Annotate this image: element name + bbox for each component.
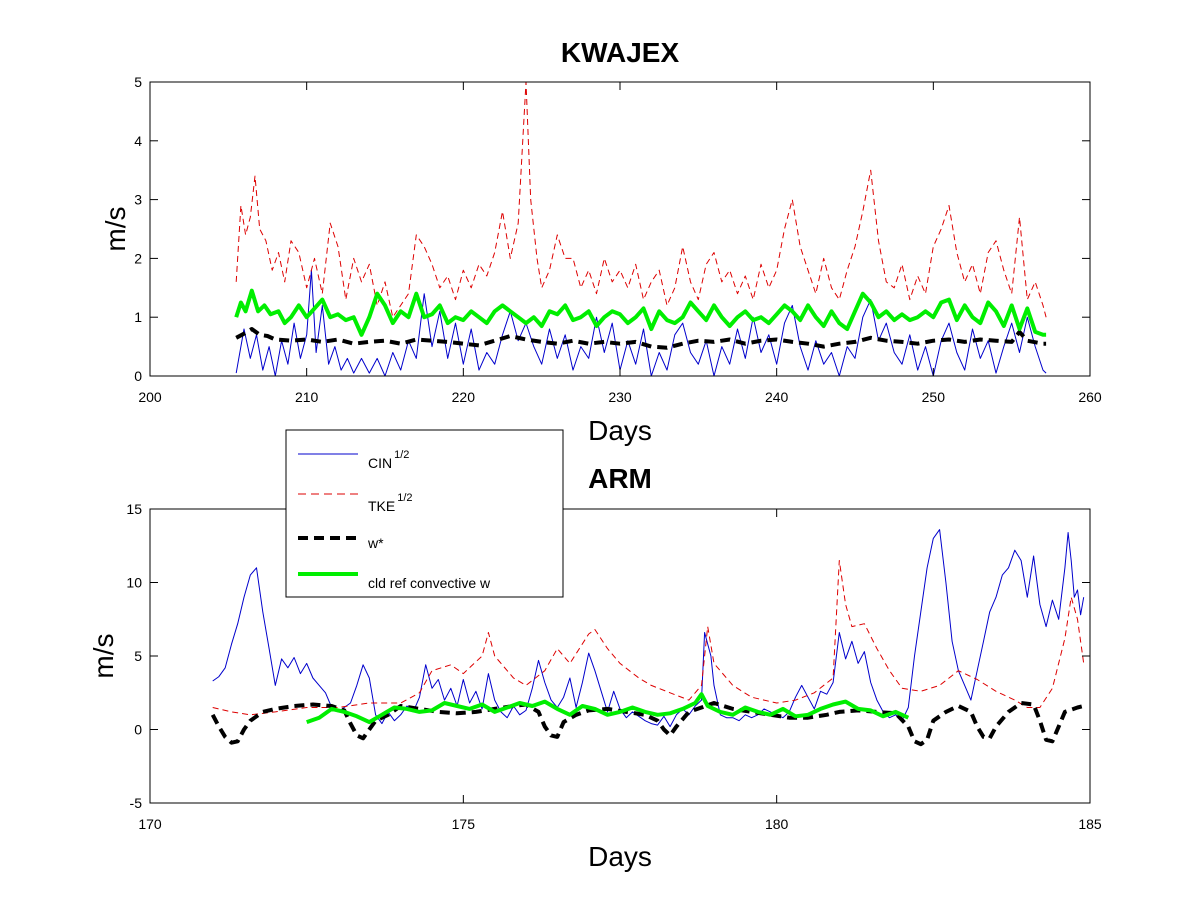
arm-series-wstar <box>210 701 1085 747</box>
legend: CIN 1/2 TKE 1/2 w* cld ref convective w <box>285 429 564 598</box>
legend-label-tke: TKE 1/2 <box>368 492 413 514</box>
legend-label-cin-main: CIN <box>368 455 392 471</box>
kwajex-x-tick-label: 250 <box>922 389 946 405</box>
kwajex-x-tick-label: 240 <box>765 389 789 405</box>
kwajex-plot-area <box>150 82 1090 376</box>
arm-series-cin <box>212 529 1085 728</box>
kwajex-series-wstar <box>235 327 1047 350</box>
kwajex-panel: 200 210 220 230 240 250 260 0 1 2 3 4 5 KWAJEX Days m/s <box>100 37 1102 446</box>
kwajex-x-tick-label: 260 <box>1078 389 1102 405</box>
arm-y-tick-label: 5 <box>134 648 142 664</box>
kwajex-series-cin <box>235 269 1047 376</box>
arm-y-tick-label: -5 <box>130 795 143 811</box>
kwajex-y-tick-label: 4 <box>134 133 142 149</box>
kwajex-y-tick-label: 3 <box>134 192 142 208</box>
kwajex-y-tick-label: 5 <box>134 74 142 90</box>
arm-x-tick-label: 180 <box>765 816 789 832</box>
arm-x-tick-label: 175 <box>452 816 476 832</box>
arm-title: ARM <box>588 463 652 494</box>
arm-series-cldref <box>306 692 910 725</box>
arm-y-tick-label: 0 <box>134 722 142 738</box>
kwajex-x-axis-label: Days <box>588 415 652 446</box>
kwajex-series-cldref <box>234 288 1047 337</box>
legend-box <box>285 429 564 598</box>
legend-label-wstar: w* <box>367 535 384 551</box>
arm-series-group <box>210 529 1085 747</box>
legend-label-cin: CIN 1/2 <box>368 449 409 471</box>
kwajex-series-group <box>234 82 1047 376</box>
legend-label-tke-main: TKE <box>368 498 395 514</box>
arm-x-axis-label: Days <box>588 841 652 872</box>
arm-y-tick-label: 15 <box>126 501 142 517</box>
kwajex-y-tick-label: 0 <box>134 368 142 384</box>
kwajex-x-tick-label: 230 <box>608 389 632 405</box>
kwajex-x-tick-label: 200 <box>138 389 162 405</box>
legend-label-cin-sup: 1/2 <box>394 449 409 461</box>
arm-series-tke <box>212 560 1085 716</box>
legend-label-cldref: cld ref convective w <box>368 575 491 591</box>
kwajex-x-tick-label: 220 <box>452 389 476 405</box>
arm-y-tick-label: 10 <box>126 575 142 591</box>
kwajex-series-tke <box>235 82 1047 318</box>
arm-y-axis-label: m/s <box>88 633 119 678</box>
kwajex-y-axis-label: m/s <box>100 206 131 251</box>
arm-x-tick-label: 170 <box>138 816 162 832</box>
kwajex-y-tick-label: 1 <box>134 309 142 325</box>
arm-x-tick-label: 185 <box>1078 816 1102 832</box>
kwajex-x-tick-label: 210 <box>295 389 319 405</box>
legend-label-tke-sup: 1/2 <box>397 492 412 504</box>
kwajex-y-tick-label: 2 <box>134 250 142 266</box>
kwajex-title: KWAJEX <box>561 37 680 68</box>
